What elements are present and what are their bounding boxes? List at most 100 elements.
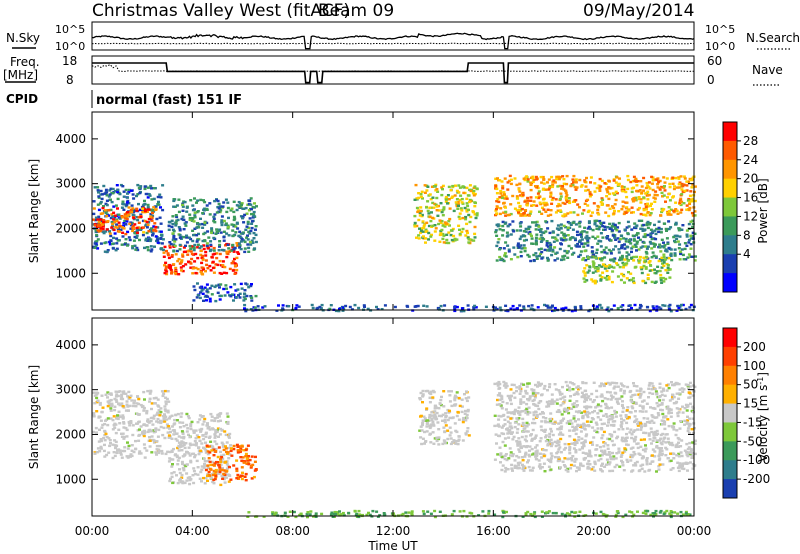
- scatter-cell: [561, 396, 565, 399]
- scatter-cell: [96, 447, 100, 450]
- scatter-cell: [564, 195, 568, 199]
- scatter-cell: [649, 264, 652, 267]
- scatter-cell: [657, 458, 661, 462]
- scatter-cell: [663, 427, 667, 431]
- scatter-cell: [147, 230, 151, 233]
- scatter-cell: [475, 212, 479, 215]
- scatter-cell: [245, 212, 249, 215]
- scatter-cell: [503, 177, 507, 180]
- scatter-cell: [124, 223, 127, 226]
- scatter-cell: [188, 213, 192, 216]
- scatter-cell: [113, 439, 117, 442]
- scatter-cell: [214, 450, 218, 453]
- scatter-cell: [624, 190, 628, 194]
- scatter-cell: [146, 430, 150, 434]
- scatter-cell: [440, 219, 444, 223]
- scatter-cell: [451, 184, 455, 188]
- scatter-cell: [521, 194, 525, 197]
- scatter-cell: [439, 233, 443, 236]
- scatter-cell: [563, 236, 566, 239]
- scatter-cell: [108, 444, 112, 448]
- scatter-cell: [215, 228, 219, 231]
- scatter-cell: [433, 413, 437, 416]
- scatter-cell: [194, 266, 198, 270]
- scatter-cell: [376, 308, 380, 311]
- scatter-cell: [425, 425, 429, 428]
- scatter-cell: [677, 469, 681, 473]
- scatter-cell: [511, 304, 515, 308]
- scatter-cell: [543, 470, 547, 473]
- scatter-cell: [555, 175, 559, 179]
- scatter-cell: [442, 234, 446, 237]
- scatter-cell: [130, 399, 134, 402]
- scatter-cell: [458, 232, 462, 236]
- scatter-cell: [693, 259, 697, 262]
- scatter-cell: [500, 180, 504, 183]
- scatter-cell: [688, 206, 692, 210]
- scatter-cell: [203, 417, 207, 421]
- scatter-cell: [195, 296, 199, 299]
- scatter-cell: [657, 259, 661, 263]
- scatter-cell: [599, 221, 603, 225]
- scatter-cell: [688, 423, 692, 426]
- scatter-cell: [587, 209, 591, 212]
- scatter-cell: [509, 178, 513, 181]
- scatter-cell: [578, 239, 582, 242]
- scatter-cell: [448, 394, 452, 397]
- scatter-cell: [550, 175, 554, 179]
- scatter-cell: [523, 200, 527, 203]
- scatter-cell: [251, 241, 255, 244]
- scatter-cell: [504, 214, 508, 217]
- scatter-cell: [574, 188, 578, 191]
- scatter-cell: [655, 429, 659, 433]
- scatter-cell: [366, 307, 370, 311]
- station-title: Christmas Valley West (fitACF): [92, 1, 350, 21]
- scatter-cell: [118, 192, 122, 196]
- scatter-cell: [574, 410, 578, 413]
- scatter-cell: [136, 183, 140, 187]
- scatter-cell: [189, 422, 193, 426]
- scatter-cell: [585, 231, 589, 234]
- scatter-cell: [218, 298, 222, 301]
- scatter-cell: [170, 465, 174, 468]
- scatter-cell: [416, 210, 420, 214]
- scatter-cell: [473, 304, 477, 308]
- scatter-cell: [678, 181, 682, 184]
- scatter-cell: [95, 410, 99, 413]
- scatter-cell: [544, 201, 548, 205]
- scatter-cell: [183, 222, 187, 225]
- scatter-cell: [651, 392, 655, 395]
- scatter-cell: [515, 440, 519, 443]
- scatter-cell: [534, 236, 538, 239]
- scatter-cell: [546, 181, 549, 184]
- scatter-cell: [614, 181, 618, 184]
- scatter-cell: [423, 430, 426, 434]
- scatter-cell: [143, 446, 147, 450]
- scatter-cell: [668, 185, 672, 189]
- scatter-cell: [123, 449, 127, 453]
- scatter-cell: [551, 248, 555, 252]
- scatter-cell: [148, 445, 152, 448]
- scatter-cell: [254, 468, 258, 471]
- scatter-cell: [588, 454, 592, 457]
- scatter-cell: [166, 431, 170, 434]
- scatter-cell: [573, 306, 577, 309]
- scatter-cell: [678, 388, 682, 391]
- scatter-cell: [177, 449, 181, 452]
- scatter-cell: [644, 281, 648, 285]
- scatter-cell: [586, 271, 590, 274]
- scatter-cell: [631, 406, 635, 410]
- scatter-cell: [504, 241, 508, 244]
- scatter-cell: [217, 446, 221, 449]
- scatter-cell: [536, 381, 540, 384]
- scatter-cell: [100, 426, 104, 429]
- scatter-cell: [212, 478, 216, 482]
- scatter-cell: [393, 305, 397, 309]
- scatter-cell: [605, 269, 609, 273]
- scatter-cell: [521, 395, 525, 398]
- scatter-cell: [527, 459, 530, 462]
- scatter-cell: [571, 221, 575, 225]
- scatter-cell: [530, 304, 534, 307]
- scatter-cell: [454, 201, 458, 204]
- scatter-cell: [586, 257, 590, 260]
